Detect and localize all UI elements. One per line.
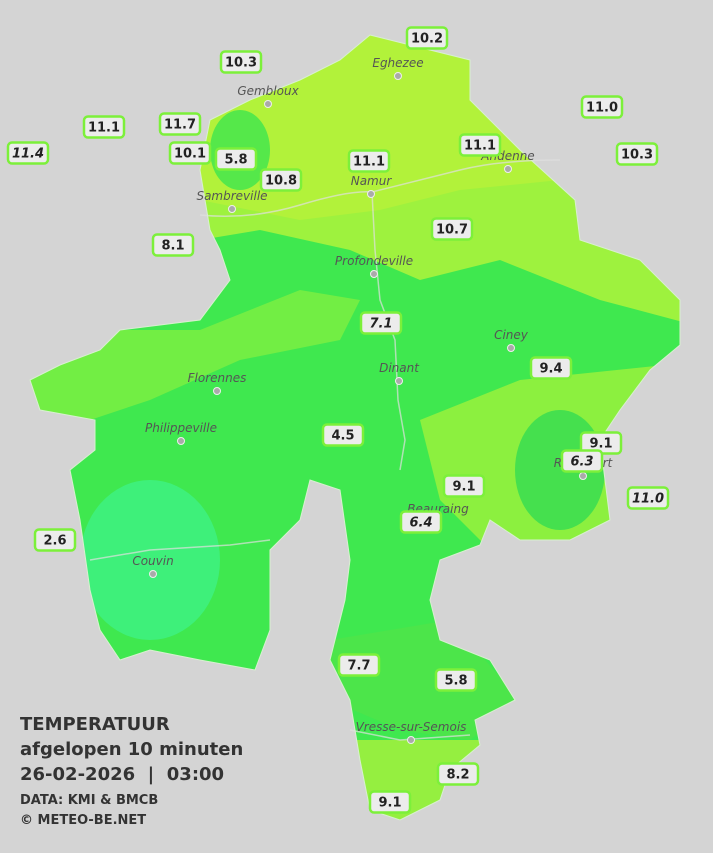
river: [371, 191, 406, 471]
station-box: [529, 356, 573, 380]
subtitle: afgelopen 10 minuten: [20, 739, 243, 760]
station-value: 9.4: [539, 362, 562, 377]
station-box: [158, 112, 202, 136]
station-box: [399, 510, 443, 534]
station-value: 2.6: [43, 534, 66, 549]
station-box: [405, 26, 449, 50]
station-value: 11.0: [632, 492, 664, 507]
copyright: © METEO-BE.NET: [20, 813, 146, 828]
station-box: [6, 141, 50, 165]
town-label: Dinant: [379, 361, 420, 375]
town-label: Florennes: [188, 371, 247, 385]
station-box: [626, 486, 670, 510]
station-value: 5.8: [444, 674, 467, 689]
station-box: [458, 133, 502, 157]
station-value: 6.3: [570, 455, 593, 470]
town-dot: [407, 736, 415, 744]
town-label: Philippeville: [145, 421, 217, 435]
station-box: [580, 95, 624, 119]
town-label: Vresse-sur-Semois: [356, 720, 467, 734]
station-box: [82, 115, 126, 139]
title: TEMPERATUUR: [20, 714, 170, 735]
station-box: [219, 50, 263, 74]
station-box: [347, 149, 391, 173]
station-value: 10.7: [436, 223, 468, 238]
town-label: Sambreville: [196, 189, 267, 203]
station-box: [168, 141, 212, 165]
town-label: Couvin: [132, 554, 173, 568]
town-dot: [367, 190, 375, 198]
town-label: Ciney: [494, 328, 529, 342]
station-value: 9.1: [589, 437, 612, 452]
town-dot: [394, 72, 402, 80]
station-value: 11.1: [88, 121, 120, 136]
station-value: 11.1: [464, 139, 496, 154]
station-value: 10.2: [411, 32, 443, 47]
town-dot: [149, 570, 157, 578]
station-value: 6.4: [409, 516, 432, 531]
station-value: 5.8: [224, 153, 247, 168]
station-box: [430, 217, 474, 241]
station-box: [214, 147, 258, 171]
station-value: 8.2: [446, 768, 469, 783]
station-value: 4.5: [331, 429, 354, 444]
station-box: [259, 168, 303, 192]
station-box: [434, 668, 478, 692]
station-box: [321, 423, 365, 447]
station-value: 9.1: [452, 480, 475, 495]
station-value: 8.1: [161, 239, 184, 254]
station-value: 10.1: [174, 147, 206, 162]
town-dot: [264, 100, 272, 108]
station-value: 11.7: [164, 118, 196, 133]
station-value: 7.7: [347, 659, 370, 674]
town-dot: [213, 387, 221, 395]
station-box: [151, 233, 195, 257]
station-box: [615, 142, 659, 166]
town-dot: [579, 472, 587, 480]
station-value: 9.1: [378, 796, 401, 811]
source: DATA: KMI & BMCB: [20, 793, 158, 808]
station-value: 10.8: [265, 174, 297, 189]
station-value: 11.4: [12, 147, 44, 162]
station-value: 7.1: [369, 317, 392, 332]
town-label: Eghezee: [372, 56, 423, 70]
town-label: Gembloux: [237, 84, 299, 98]
station-box: [368, 790, 412, 814]
town-dot: [507, 344, 515, 352]
timestamp: 26-02-2026 | 03:00: [20, 764, 224, 785]
town-label: Namur: [351, 174, 393, 188]
station-value: 11.0: [586, 101, 618, 116]
river: [349, 729, 471, 741]
station-value: 10.3: [621, 148, 653, 163]
river: [89, 539, 271, 561]
stations: 10.2 10.3 11.1 11.4 11.7 10.1 5.8 10.8 11.1 11.1 1…: [6, 26, 670, 814]
town-label: Profondeville: [335, 254, 413, 268]
station-box: [337, 653, 381, 677]
town-dot: [395, 377, 403, 385]
station-box: [359, 311, 403, 335]
zone: [80, 480, 220, 640]
town-dot: [504, 165, 512, 173]
station-box: [560, 449, 604, 473]
town-dot: [370, 270, 378, 278]
station-box: [442, 474, 486, 498]
town-dot: [177, 437, 185, 445]
station-box: [436, 762, 480, 786]
station-value: 10.3: [225, 56, 257, 71]
town-dot: [228, 205, 236, 213]
station-box: [33, 528, 77, 552]
station-value: 11.1: [353, 155, 385, 170]
